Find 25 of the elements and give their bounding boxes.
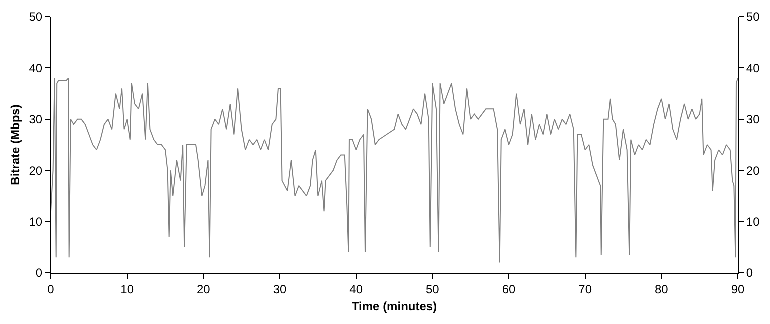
y2-tick-label: 0 (746, 266, 754, 280)
y-axis-title: Bitrate (Mbps) (8, 104, 23, 186)
y-tick-label: 40 (29, 61, 43, 76)
y-tick-label: 10 (29, 215, 43, 229)
line-series (51, 78, 738, 264)
y-tick-label: 30 (29, 112, 43, 127)
x-tick-label: 70 (578, 282, 592, 296)
x-tick-label: 60 (502, 282, 516, 296)
x-tick-label: 30 (273, 282, 287, 296)
x-tick-label: 40 (350, 282, 364, 296)
y-tick-label: 20 (29, 164, 43, 178)
x-tick-label: 50 (426, 282, 440, 296)
x-tick-label: 0 (48, 282, 55, 296)
y2-tick-label: 40 (746, 61, 760, 76)
y2-tick-label: 10 (746, 215, 760, 229)
y2-tick-label: 30 (746, 112, 760, 127)
y2-tick-label: 20 (746, 164, 760, 178)
y-tick-label: 50 (29, 10, 43, 24)
x-axis-title: Time (minutes) (352, 299, 438, 314)
x-tick-label: 90 (731, 282, 745, 296)
x-tick-label: 80 (654, 282, 669, 296)
y2-tick-label: 50 (746, 10, 760, 24)
y-tick-label: 0 (36, 266, 43, 280)
x-tick-label: 10 (120, 282, 134, 296)
x-tick-label: 20 (196, 282, 211, 296)
